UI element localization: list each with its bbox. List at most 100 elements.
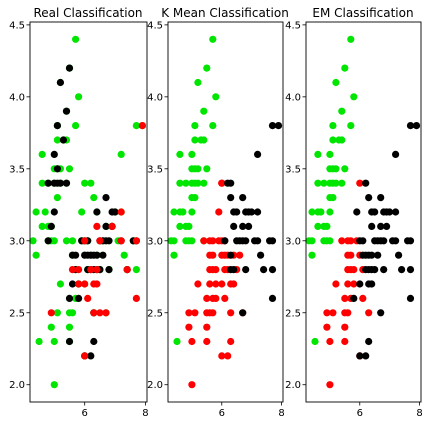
data-point <box>182 179 190 187</box>
data-point <box>191 122 199 130</box>
data-point <box>212 266 220 274</box>
data-point <box>176 150 184 158</box>
y-tick-label: 2.0 <box>147 380 163 391</box>
data-point <box>65 337 74 346</box>
y-tick-label: 3.5 <box>147 164 163 175</box>
data-point <box>350 266 358 274</box>
data-point <box>221 237 229 245</box>
data-point <box>326 381 334 389</box>
data-point <box>72 122 80 130</box>
data-point <box>188 337 196 346</box>
data-point <box>368 280 376 288</box>
data-point <box>176 222 184 230</box>
data-point <box>75 280 83 288</box>
data-point <box>188 208 196 216</box>
data-point <box>323 323 331 331</box>
axes-frame <box>167 21 284 403</box>
data-point <box>170 237 178 245</box>
data-point <box>123 266 131 274</box>
data-point <box>50 337 58 346</box>
data-point <box>62 237 71 245</box>
y-tick-label: 3.0 <box>285 236 301 247</box>
data-point <box>344 280 352 288</box>
data-point <box>93 251 101 259</box>
data-point <box>132 237 140 245</box>
data-point <box>323 222 331 230</box>
data-point <box>117 150 125 158</box>
data-point <box>215 208 223 216</box>
data-point <box>105 266 113 274</box>
y-tick-label: 4.0 <box>147 92 163 103</box>
data-point <box>200 107 208 115</box>
data-point <box>218 280 226 288</box>
data-point <box>268 122 277 130</box>
data-point <box>75 93 83 101</box>
data-point <box>326 337 334 346</box>
data-point <box>406 266 415 274</box>
data-point <box>341 165 349 173</box>
data-point <box>317 208 325 216</box>
data-point <box>170 208 178 216</box>
data-point <box>62 179 71 187</box>
data-point <box>377 309 385 317</box>
y-tick-label: 4.0 <box>9 92 25 103</box>
data-point <box>96 237 104 245</box>
data-point <box>268 266 277 274</box>
data-point <box>81 179 89 187</box>
data-point <box>203 323 211 331</box>
data-point <box>50 208 58 216</box>
x-tick-label: 6 <box>357 408 363 419</box>
data-point <box>90 309 98 317</box>
data-point <box>347 237 355 245</box>
data-point <box>56 78 64 87</box>
data-point <box>38 179 46 187</box>
y-tick-label: 4.5 <box>285 20 301 31</box>
data-point <box>314 150 322 158</box>
data-point <box>254 150 262 158</box>
x-tick-label: 8 <box>142 408 148 419</box>
data-point <box>377 222 385 230</box>
data-point <box>96 309 104 317</box>
data-point <box>50 237 58 245</box>
data-point <box>341 323 349 331</box>
data-point <box>173 337 181 346</box>
data-point <box>120 251 128 259</box>
axes-frame <box>29 21 148 403</box>
data-point <box>218 352 226 360</box>
subplot-em: EM Classification 2.0 2.5 3.0 3.5 4.0 4.5 6 8 <box>285 6 423 419</box>
data-point <box>72 251 80 259</box>
data-point <box>224 352 232 360</box>
data-point <box>274 122 283 130</box>
data-point <box>81 237 89 245</box>
data-point <box>53 309 62 317</box>
data-point <box>341 294 349 302</box>
data-point <box>102 309 110 317</box>
data-point <box>209 237 217 245</box>
data-point <box>81 352 89 360</box>
data-point <box>81 280 89 288</box>
data-point <box>308 208 316 216</box>
data-point <box>56 179 64 187</box>
y-tick-label: 3.0 <box>147 236 163 247</box>
data-point <box>84 294 92 302</box>
data-point <box>368 222 376 230</box>
data-point <box>203 294 211 302</box>
data-point <box>185 309 193 317</box>
data-point <box>78 208 86 216</box>
data-point <box>44 179 52 187</box>
data-point <box>311 337 319 346</box>
data-point <box>117 237 125 245</box>
data-point <box>50 381 58 389</box>
data-point <box>323 309 331 317</box>
data-point <box>338 179 346 187</box>
data-point <box>59 136 67 144</box>
data-point <box>72 35 80 43</box>
data-point <box>47 309 55 317</box>
data-point <box>132 122 140 130</box>
data-point <box>254 208 262 216</box>
data-point <box>329 136 337 144</box>
data-point <box>179 208 187 216</box>
data-point <box>386 208 394 216</box>
data-point <box>368 251 376 259</box>
